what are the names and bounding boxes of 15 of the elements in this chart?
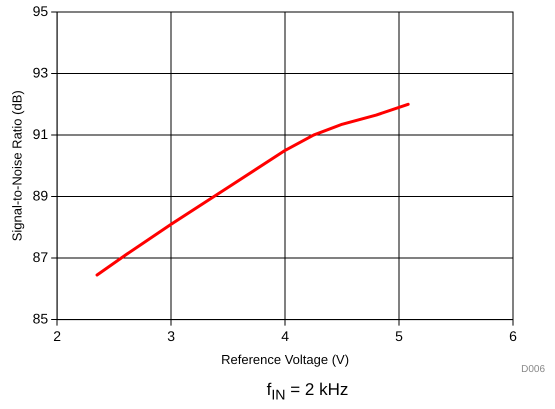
text: f$_{IN}$ = 2 kHz: [266, 380, 350, 404]
y-tick-label: 95: [32, 2, 48, 19]
x-tick-label: 4: [281, 328, 290, 344]
x-tick-label: 6: [509, 328, 518, 344]
y-tick-label: 89: [32, 187, 48, 204]
x-axis-title: Reference Voltage (V): [221, 352, 350, 367]
x-tick-label: 2: [53, 328, 62, 344]
text: D006: [521, 364, 545, 375]
y-tick-label: 85: [32, 310, 48, 326]
y-tick-label: 91: [32, 126, 48, 142]
y-axis-title: Signal-to-Noise Ratio (dB): [9, 90, 24, 242]
x-tick-label: 3: [167, 328, 176, 344]
y-tick-label: 87: [32, 248, 48, 265]
x-tick-label: 5: [395, 328, 404, 344]
y-tick-label: 93: [32, 64, 48, 80]
